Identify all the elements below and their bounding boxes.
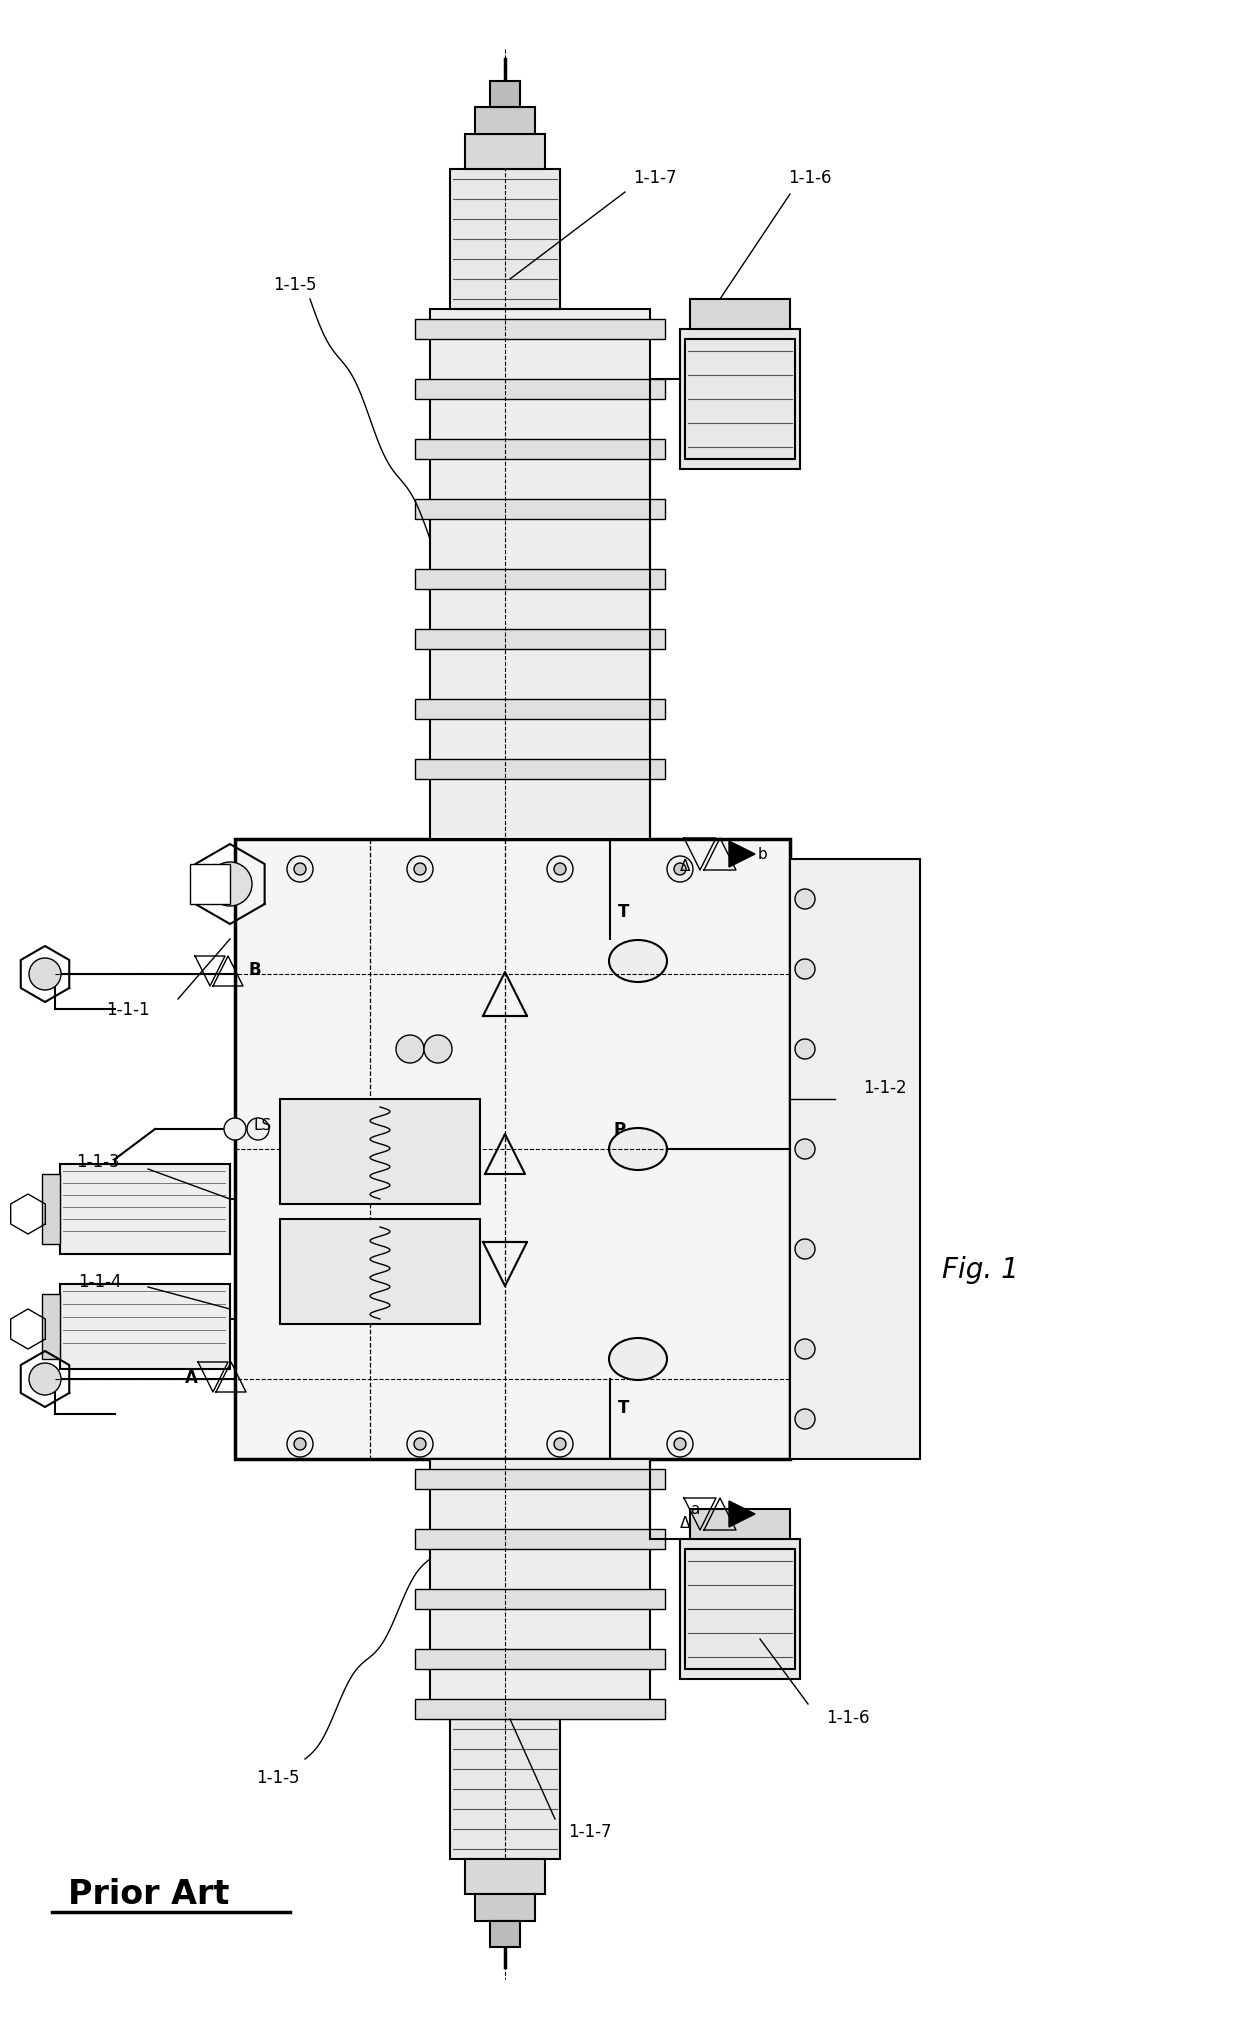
Bar bbox=[450, 170, 560, 310]
Circle shape bbox=[795, 1040, 815, 1060]
Circle shape bbox=[407, 1432, 433, 1457]
Bar bbox=[190, 864, 229, 904]
Circle shape bbox=[29, 959, 61, 991]
Circle shape bbox=[795, 1339, 815, 1359]
Bar bbox=[430, 1459, 650, 1720]
Circle shape bbox=[424, 1165, 453, 1194]
Text: 1-1-5: 1-1-5 bbox=[273, 275, 316, 293]
Circle shape bbox=[407, 856, 433, 882]
Bar bbox=[465, 1859, 546, 1894]
Text: T: T bbox=[619, 1398, 630, 1416]
Text: 1-1-3: 1-1-3 bbox=[76, 1153, 120, 1171]
Bar bbox=[415, 1529, 665, 1550]
Circle shape bbox=[795, 1240, 815, 1260]
Bar bbox=[415, 1590, 665, 1608]
Text: 1-1-6: 1-1-6 bbox=[789, 168, 832, 186]
Bar bbox=[415, 320, 665, 340]
Circle shape bbox=[224, 1119, 246, 1141]
Bar bbox=[475, 1894, 534, 1922]
Text: LS: LS bbox=[254, 1117, 272, 1133]
Text: Fig. 1: Fig. 1 bbox=[941, 1256, 1018, 1283]
Bar bbox=[684, 340, 795, 459]
Bar bbox=[415, 570, 665, 591]
Ellipse shape bbox=[609, 1129, 667, 1171]
Ellipse shape bbox=[609, 941, 667, 983]
Text: 1-1-7: 1-1-7 bbox=[634, 168, 677, 186]
Bar bbox=[430, 310, 650, 840]
Circle shape bbox=[286, 856, 312, 882]
Circle shape bbox=[286, 1432, 312, 1457]
Bar bbox=[60, 1285, 229, 1370]
Bar bbox=[490, 83, 520, 107]
Circle shape bbox=[795, 1410, 815, 1430]
Circle shape bbox=[667, 856, 693, 882]
Text: 1-1-4: 1-1-4 bbox=[78, 1272, 122, 1291]
Text: 1-1-5: 1-1-5 bbox=[257, 1768, 300, 1786]
Bar bbox=[689, 1509, 790, 1540]
Ellipse shape bbox=[609, 1339, 667, 1380]
Bar bbox=[680, 1540, 800, 1679]
Text: Prior Art: Prior Art bbox=[68, 1877, 229, 1910]
Circle shape bbox=[414, 864, 427, 876]
Circle shape bbox=[795, 959, 815, 979]
Bar bbox=[415, 629, 665, 649]
Bar bbox=[790, 860, 920, 1459]
Circle shape bbox=[675, 1438, 686, 1450]
Bar bbox=[42, 1295, 60, 1359]
Circle shape bbox=[294, 1438, 306, 1450]
Circle shape bbox=[795, 890, 815, 910]
Circle shape bbox=[675, 864, 686, 876]
Circle shape bbox=[29, 1364, 61, 1396]
Bar bbox=[689, 299, 790, 330]
Circle shape bbox=[247, 1119, 269, 1141]
Text: P: P bbox=[614, 1121, 626, 1139]
Text: Δ: Δ bbox=[680, 1515, 691, 1531]
Circle shape bbox=[396, 1165, 424, 1194]
Circle shape bbox=[294, 864, 306, 876]
Bar bbox=[490, 1922, 520, 1946]
Bar bbox=[415, 1649, 665, 1669]
Bar bbox=[415, 700, 665, 720]
Circle shape bbox=[554, 864, 565, 876]
Circle shape bbox=[414, 1438, 427, 1450]
Bar bbox=[680, 330, 800, 469]
Text: 1-1-7: 1-1-7 bbox=[568, 1823, 611, 1841]
Bar bbox=[42, 1175, 60, 1244]
Text: B: B bbox=[248, 961, 260, 979]
Bar bbox=[236, 840, 790, 1459]
Circle shape bbox=[554, 1438, 565, 1450]
Text: 1-1-2: 1-1-2 bbox=[863, 1078, 906, 1096]
Bar bbox=[415, 1469, 665, 1489]
Bar bbox=[684, 1550, 795, 1669]
Polygon shape bbox=[729, 1501, 755, 1527]
Bar bbox=[280, 1098, 480, 1204]
Circle shape bbox=[547, 856, 573, 882]
Text: 1-1-6: 1-1-6 bbox=[826, 1707, 869, 1726]
Bar bbox=[415, 759, 665, 779]
Text: a: a bbox=[691, 1501, 701, 1517]
Bar bbox=[415, 1699, 665, 1720]
Bar bbox=[450, 1720, 560, 1859]
Polygon shape bbox=[729, 842, 755, 868]
Text: 1-1-1: 1-1-1 bbox=[107, 1001, 150, 1018]
Bar bbox=[60, 1165, 229, 1254]
Bar bbox=[415, 380, 665, 401]
Circle shape bbox=[547, 1432, 573, 1457]
Text: b: b bbox=[758, 846, 768, 862]
Bar bbox=[475, 107, 534, 136]
Bar bbox=[415, 439, 665, 459]
Bar bbox=[280, 1220, 480, 1325]
Text: T: T bbox=[619, 902, 630, 920]
Circle shape bbox=[795, 1139, 815, 1159]
Text: Δ: Δ bbox=[680, 858, 691, 874]
Text: A: A bbox=[185, 1368, 198, 1386]
Bar bbox=[465, 136, 546, 170]
Circle shape bbox=[208, 862, 252, 906]
Bar bbox=[415, 500, 665, 520]
Circle shape bbox=[396, 1036, 424, 1064]
Circle shape bbox=[424, 1036, 453, 1064]
Circle shape bbox=[667, 1432, 693, 1457]
